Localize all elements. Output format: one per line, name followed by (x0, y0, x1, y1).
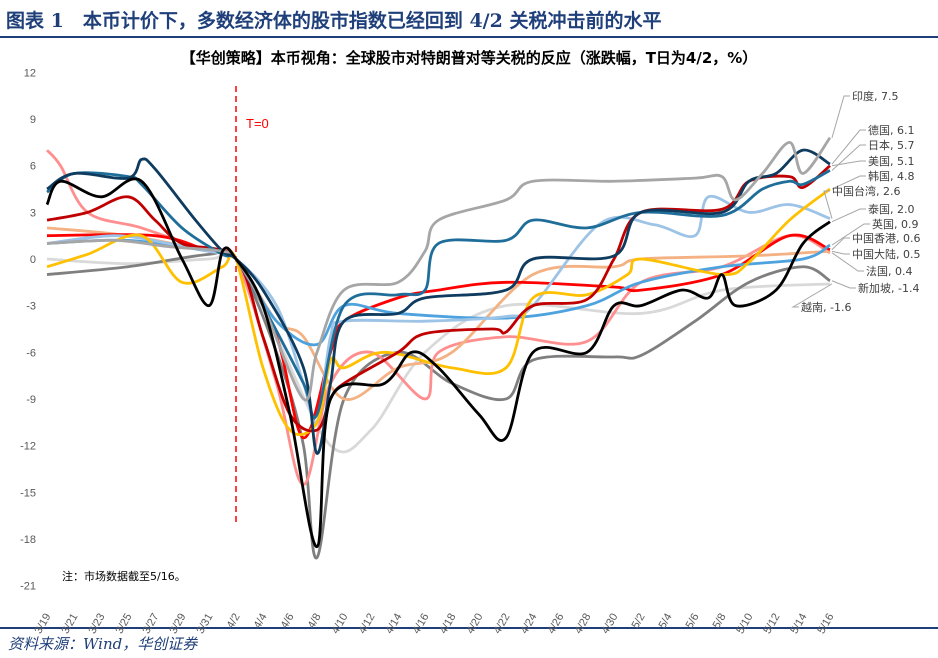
y-tick-label: 9 (30, 114, 36, 126)
source-text: 资料来源：Wind，华创证券 (8, 635, 198, 653)
series-line-1 (46, 148, 831, 455)
x-tick-label: 3/23 (86, 612, 107, 637)
series-label: 法国, 0.4 (866, 264, 913, 278)
x-tick-label: 5/10 (734, 612, 755, 637)
series-label: 中国香港, 0.6 (852, 232, 921, 245)
series-lines (45, 136, 832, 560)
series-line-3 (46, 164, 831, 433)
series-label: 印度, 7.5 (852, 89, 899, 103)
x-tick-label: 4/18 (437, 612, 458, 637)
x-tick-label: 4/10 (329, 612, 350, 637)
x-tick-label: 3/21 (59, 612, 80, 637)
figure-title: 图表 1 本币计价下，多数经济体的股市指数已经回到 4/2 关税冲击前的水平 (6, 10, 662, 32)
x-tick-label: 4/20 (464, 612, 485, 637)
leader-line (831, 250, 850, 255)
x-tick-label: 5/6 (684, 612, 702, 631)
y-tick-label: 0 (30, 254, 36, 266)
series-label: 中国大陆, 0.5 (852, 247, 921, 261)
x-tick-label: 3/29 (167, 612, 188, 637)
series-line-4 (46, 187, 831, 437)
x-tick-label: 4/14 (383, 612, 404, 637)
series-label: 日本, 5.7 (868, 138, 915, 152)
series-label: 泰国, 2.0 (868, 202, 915, 216)
y-tick-label: -15 (20, 487, 36, 499)
series-label: 英国, 0.9 (872, 217, 919, 231)
x-tick-label: 4/24 (518, 612, 539, 637)
x-tick-label: 5/2 (630, 612, 648, 631)
x-tick-label: 3/31 (194, 612, 215, 637)
chart-note: 注：市场数据截至5/16。 (62, 569, 186, 583)
x-tick-label: 3/25 (113, 612, 134, 637)
bottom-rule (0, 627, 938, 629)
y-tick-label: -6 (26, 347, 36, 359)
leader-line (831, 208, 866, 223)
leader-line (791, 283, 833, 308)
x-tick-label: 4/12 (356, 612, 377, 637)
series-label: 新加坡, -1.4 (858, 281, 919, 295)
series-line-8 (46, 233, 831, 440)
y-tick-label: -9 (26, 394, 36, 406)
leader-line (831, 237, 850, 251)
series-line-12 (46, 251, 831, 454)
x-tick-label: 5/16 (815, 612, 836, 637)
x-tick-label: 4/22 (491, 612, 512, 637)
series-line-2 (46, 169, 831, 420)
series-label: 中国台湾, 2.6 (832, 184, 901, 198)
y-tick-label: 12 (24, 67, 36, 79)
series-line-6 (45, 177, 831, 549)
y-tick-label: -21 (20, 581, 36, 593)
x-tick-label: 4/26 (545, 612, 566, 637)
x-tick-label: 3/19 (32, 612, 53, 637)
title-rule (0, 36, 938, 38)
x-tick-label: 4/28 (572, 612, 593, 637)
x-tick-label: 5/8 (711, 612, 729, 631)
x-axis: 3/19 3/21 3/23 3/25 3/27 3/29 3/31 4/2 4/4 4/6 4/8… (32, 612, 836, 637)
x-tick-label: 4/4 (252, 612, 270, 631)
x-tick-label: 5/12 (761, 612, 782, 637)
y-tick-label: 3 (30, 207, 36, 219)
series-label: 德国, 6.1 (868, 123, 915, 137)
x-tick-label: 3/27 (140, 612, 161, 637)
series-label: 美国, 5.1 (868, 155, 915, 168)
series-label: 韩国, 4.8 (868, 169, 915, 183)
x-tick-label: 5/4 (657, 612, 675, 631)
y-tick-label: 6 (30, 161, 36, 173)
end-labels: 印度, 7.5 德国, 6.1日本, 5.7 美国, 5.1韩国, 4.8中国台湾,… (791, 89, 921, 314)
leader-line (831, 252, 864, 272)
x-tick-label: 4/8 (306, 612, 324, 631)
leader-line (831, 175, 866, 190)
t0-label: T=0 (246, 116, 269, 131)
leader-line (831, 223, 870, 246)
y-axis: 12 9 6 3 0 -3 -6 -9 -12 -15 -18 -21 (20, 67, 36, 592)
leader-line (831, 160, 866, 167)
x-tick-label: 5/14 (788, 612, 809, 637)
leader-line (831, 95, 850, 138)
leader-line (831, 280, 856, 289)
x-tick-label: 4/2 (225, 612, 243, 631)
y-tick-label: -18 (20, 534, 36, 546)
x-tick-label: 4/16 (410, 612, 431, 637)
x-tick-label: 4/6 (279, 612, 297, 631)
y-tick-label: -12 (20, 441, 36, 453)
x-tick-label: 4/30 (599, 612, 620, 637)
y-tick-label: -3 (26, 301, 36, 313)
leader-line (831, 129, 866, 165)
series-line-5 (46, 194, 831, 426)
leader-line (823, 190, 833, 219)
leader-line (831, 144, 866, 171)
chart-title: 【华创策略】本币视角：全球股市对特朗普对等关税的反应（涨跌幅，T日为4/2，%） (180, 49, 758, 67)
series-label: 越南, -1.6 (801, 300, 851, 314)
